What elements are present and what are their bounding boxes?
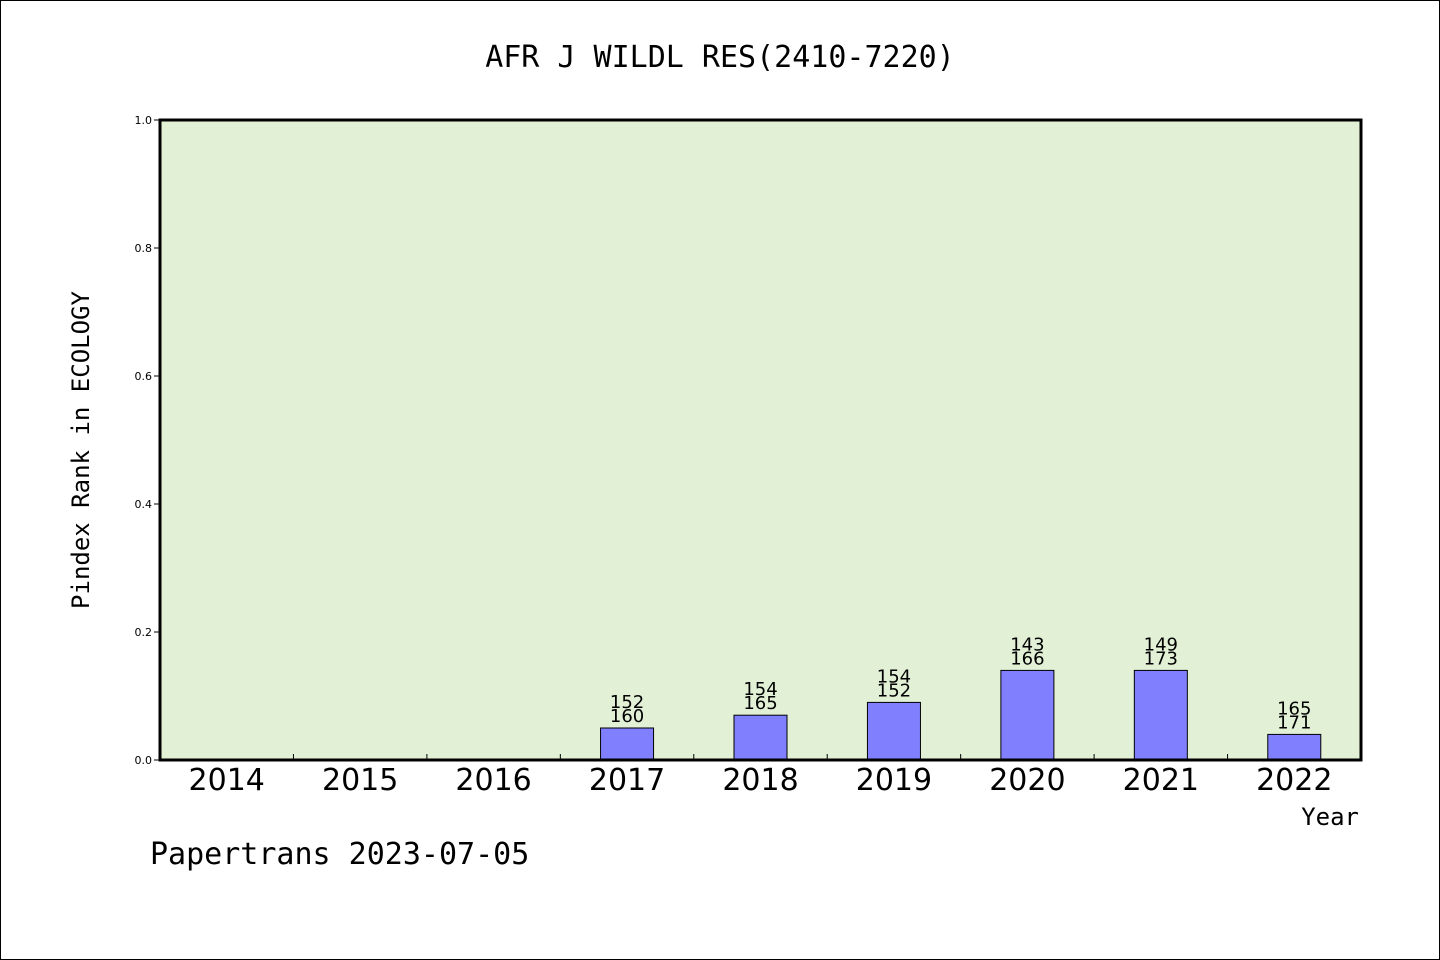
y-axis-label: Pindex Rank in ECOLOGY xyxy=(67,291,95,609)
bar-label-top: 149 xyxy=(1144,634,1178,655)
x-tick-label: 2019 xyxy=(856,763,932,798)
bar xyxy=(600,727,655,761)
bar-label-top: 154 xyxy=(877,666,911,687)
bar-label-bottom: 166 xyxy=(1010,648,1044,669)
y-tick-label: 1.0 xyxy=(135,114,153,127)
x-tick-label: 2020 xyxy=(989,763,1065,798)
bar-label-bottom: 173 xyxy=(1144,648,1178,669)
y-axis: 0.0 0.2 0.4 0.6 0.8 1.0 xyxy=(135,114,160,767)
x-tick-label: 2015 xyxy=(322,763,398,798)
bar xyxy=(733,714,788,761)
x-tick-label: 2017 xyxy=(589,763,665,798)
x-axis-label: Year xyxy=(1301,803,1359,831)
x-tick-label: 2016 xyxy=(455,763,531,798)
footer-credit: Papertrans 2023-07-05 xyxy=(150,837,529,872)
bar-label-bottom: 160 xyxy=(610,706,644,727)
x-tick-label: 2021 xyxy=(1123,763,1199,798)
bar xyxy=(1133,669,1188,761)
plot-area xyxy=(160,120,1361,760)
chart-title: AFR J WILDL RES(2410-7220) xyxy=(485,40,955,75)
bar-label-top: 152 xyxy=(610,692,644,713)
bar-label-top: 154 xyxy=(743,679,777,700)
bar xyxy=(1000,669,1055,761)
y-tick-label: 0.2 xyxy=(135,626,153,639)
x-axis: 2014 2015 2016 2017 2018 2019 2020 2021 2022 xyxy=(189,754,1332,798)
plot-border xyxy=(158,118,1363,762)
bar xyxy=(866,701,921,761)
y-tick-label: 0.4 xyxy=(135,498,153,511)
bar-label-bottom: 165 xyxy=(743,693,777,714)
y-tick-label: 0.8 xyxy=(135,242,153,255)
bar xyxy=(1267,733,1322,761)
y-tick-label: 0.6 xyxy=(135,370,153,383)
x-tick-label: 2018 xyxy=(722,763,798,798)
bar-label-top: 143 xyxy=(1010,634,1044,655)
bar-label-bottom: 152 xyxy=(877,680,911,701)
x-tick-label: 2014 xyxy=(189,763,265,798)
bar-label-top: 165 xyxy=(1277,698,1311,719)
y-tick-label: 0.0 xyxy=(135,754,153,767)
x-tick-label: 2022 xyxy=(1256,763,1332,798)
bar-label-bottom: 171 xyxy=(1277,712,1311,733)
